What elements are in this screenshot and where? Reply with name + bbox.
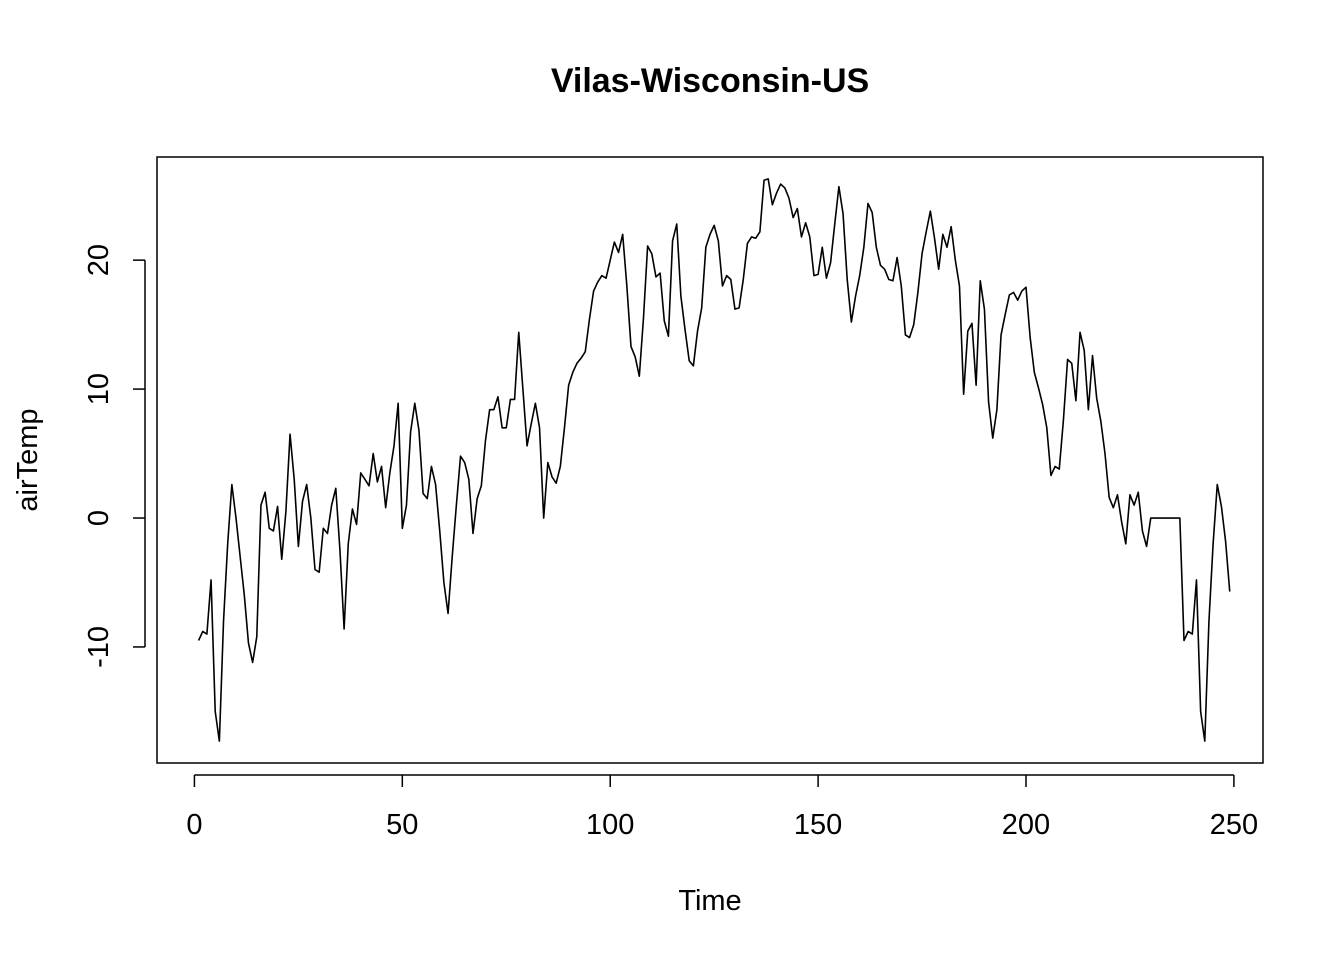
x-axis-label: Time [678, 885, 741, 917]
y-tick-label: -10 [83, 626, 115, 668]
y-axis-label: airTemp [12, 408, 44, 511]
x-tick-label: 250 [1210, 809, 1258, 841]
plot-frame [156, 156, 1264, 764]
y-axis: -10 0 10 20 [83, 244, 146, 668]
x-axis: 0 50 100 150 200 250 [186, 774, 1258, 841]
y-tick-label: 10 [83, 373, 115, 405]
x-tick-label: 100 [586, 809, 634, 841]
y-tick-label: 0 [83, 510, 115, 526]
y-tick-label: 20 [83, 244, 115, 276]
x-tick-label: 0 [186, 809, 202, 841]
chart-title: Vilas-Wisconsin-US [551, 62, 869, 100]
x-tick-label: 50 [386, 809, 418, 841]
x-tick-label: 200 [1002, 809, 1050, 841]
x-tick-label: 150 [794, 809, 842, 841]
series-line-airTemp [197, 178, 1231, 742]
